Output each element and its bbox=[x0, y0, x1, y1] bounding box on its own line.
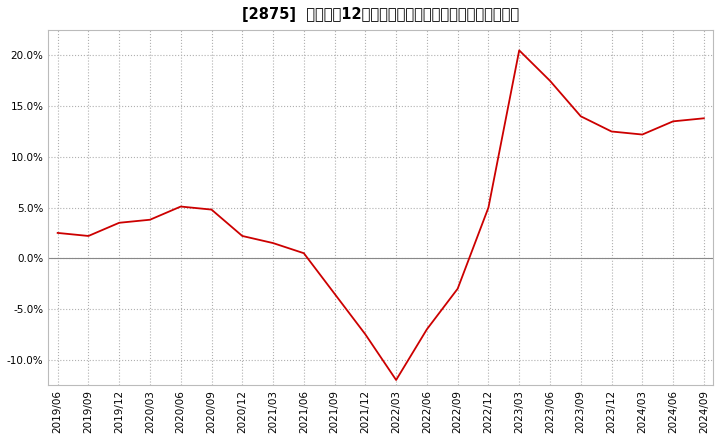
Title: [2875]  売上高の12か月移動合計の対前年同期増減率の推移: [2875] 売上高の12か月移動合計の対前年同期増減率の推移 bbox=[242, 7, 519, 22]
